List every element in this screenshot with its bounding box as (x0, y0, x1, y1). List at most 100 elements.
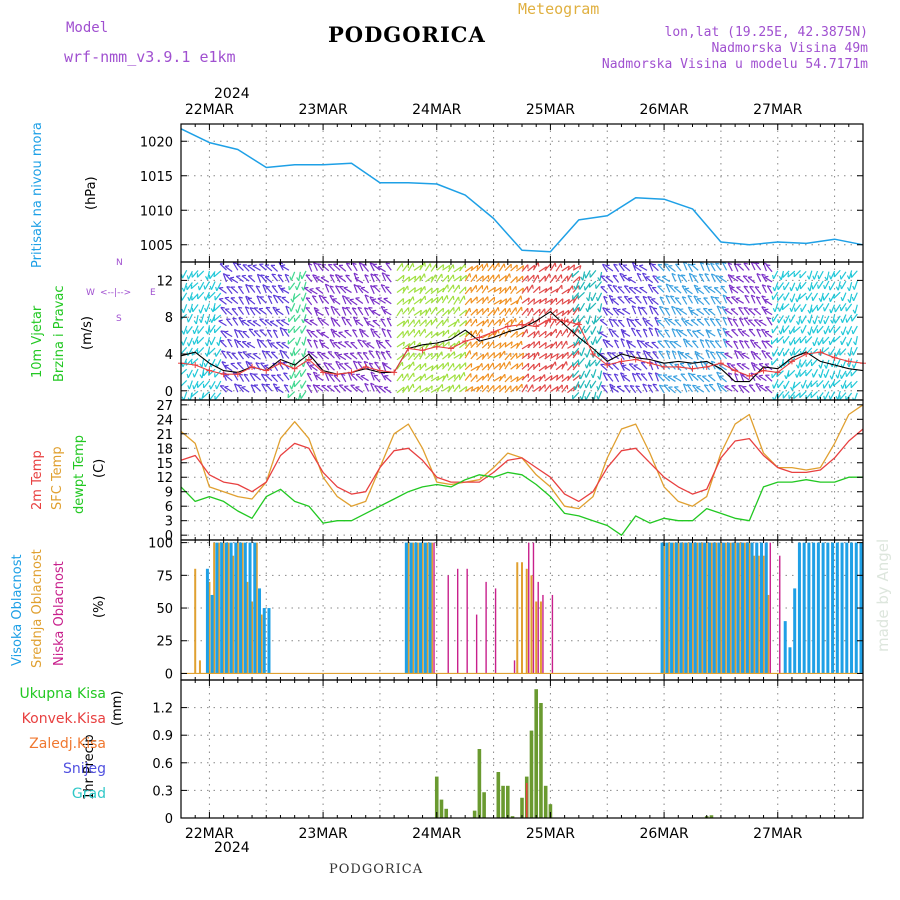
wind-barb (318, 294, 324, 304)
wind-barb (201, 369, 205, 379)
wind-barb (550, 308, 558, 316)
wind-barb (671, 328, 677, 338)
wind-barb (210, 358, 216, 368)
wind-barb-tip (596, 330, 600, 335)
wind-barb-tip (590, 330, 593, 335)
wind-barb-tip (707, 286, 712, 289)
wind-barb (197, 326, 205, 334)
wind-barb (442, 309, 450, 317)
wind-barb (498, 362, 505, 371)
wind-barb (441, 361, 449, 370)
wind-barb (707, 330, 716, 337)
wind-barb-tip (181, 308, 184, 313)
wind-barb (396, 373, 403, 382)
wind-barb (824, 315, 830, 325)
wind-barb (611, 330, 620, 338)
wind-barb (784, 292, 790, 301)
wind-barb (230, 363, 239, 370)
wind-barb-tip (626, 317, 631, 321)
wind-barb (447, 374, 456, 381)
wind-barb (384, 286, 392, 295)
wind-barb (326, 385, 335, 393)
wind-barb-tip (727, 317, 732, 320)
wind-barb (572, 307, 579, 316)
wind-barb (332, 331, 341, 338)
wind-barb (258, 263, 267, 271)
y-tick-label: 4 (165, 348, 173, 363)
wind-barb-tip (761, 273, 766, 276)
wind-barb (470, 274, 477, 283)
wind-barb-tip (372, 298, 377, 301)
wind-barb (664, 263, 671, 272)
wind-barb-tip (633, 264, 639, 267)
wind-barb (332, 298, 341, 305)
wind-barb (657, 374, 665, 382)
wind-barb (613, 373, 620, 383)
wind-barb (839, 348, 847, 356)
wind-barb (481, 373, 489, 381)
wind-barb (413, 275, 421, 283)
wind-barb (218, 336, 222, 346)
wind-barb (801, 315, 807, 324)
cloud-low-bar (532, 542, 535, 674)
wind-barb (470, 351, 478, 360)
cloud-high-bar (845, 542, 849, 674)
wind-barb-tip (851, 296, 855, 302)
wind-barb (783, 335, 790, 344)
panel-frame (180, 123, 864, 263)
wind-barb (238, 317, 245, 326)
wind-barb-tip (739, 317, 744, 321)
wind-barb-tip (584, 274, 587, 279)
wind-barb (622, 365, 631, 372)
wind-barb-tip (658, 350, 663, 353)
wind-barb (504, 263, 512, 272)
wind-barb-tip (537, 351, 540, 357)
wind-barb (627, 277, 636, 284)
wind-barb (190, 282, 199, 290)
cloud-high-bar (210, 594, 214, 674)
wind-barb (470, 264, 479, 272)
wind-barb-tip (429, 263, 432, 268)
wind-barb (498, 263, 505, 272)
wind-barb (774, 282, 779, 292)
cloud-high-bar (788, 647, 792, 674)
wind-barb (544, 286, 552, 293)
wind-barb-tip (565, 340, 568, 346)
wind-barb (353, 284, 358, 294)
wind-barb (419, 328, 426, 337)
wind-barb (591, 292, 597, 302)
wind-barb-tip (312, 274, 317, 277)
wind-barb (368, 350, 375, 359)
wind-barb (271, 273, 279, 282)
wind-barb (383, 375, 392, 383)
wind-barb (600, 275, 608, 283)
wind-barb-tip (412, 296, 415, 301)
wind-barb (453, 374, 460, 382)
wind-barb (476, 384, 483, 393)
wind-barb-tip (255, 285, 261, 288)
wind-barb (538, 275, 546, 283)
wind-barb (744, 295, 750, 304)
wind-barb-tip (795, 364, 799, 369)
wind-barb (793, 392, 801, 400)
cloud-mid-bar (426, 542, 429, 674)
cloud-high-bar (850, 542, 854, 674)
wind-barb (753, 364, 762, 371)
wind-barb (333, 263, 341, 271)
wind-barb (527, 341, 535, 349)
wind-barb-tip (381, 305, 386, 309)
wind-barb-tip (607, 284, 612, 287)
wind-barb (290, 359, 296, 368)
wind-barb (265, 383, 273, 392)
wind-barb (407, 306, 415, 315)
wind-barb (635, 329, 642, 338)
wind-barb (302, 292, 307, 302)
wind-barb-tip (363, 351, 368, 354)
wind-barb-tip (329, 274, 335, 277)
wind-barb (447, 306, 455, 315)
wind-barb (187, 369, 193, 379)
wind-barb (572, 328, 579, 337)
wind-barb (493, 384, 501, 392)
wind-barb-tip (294, 373, 296, 378)
wind-barb (510, 276, 518, 284)
